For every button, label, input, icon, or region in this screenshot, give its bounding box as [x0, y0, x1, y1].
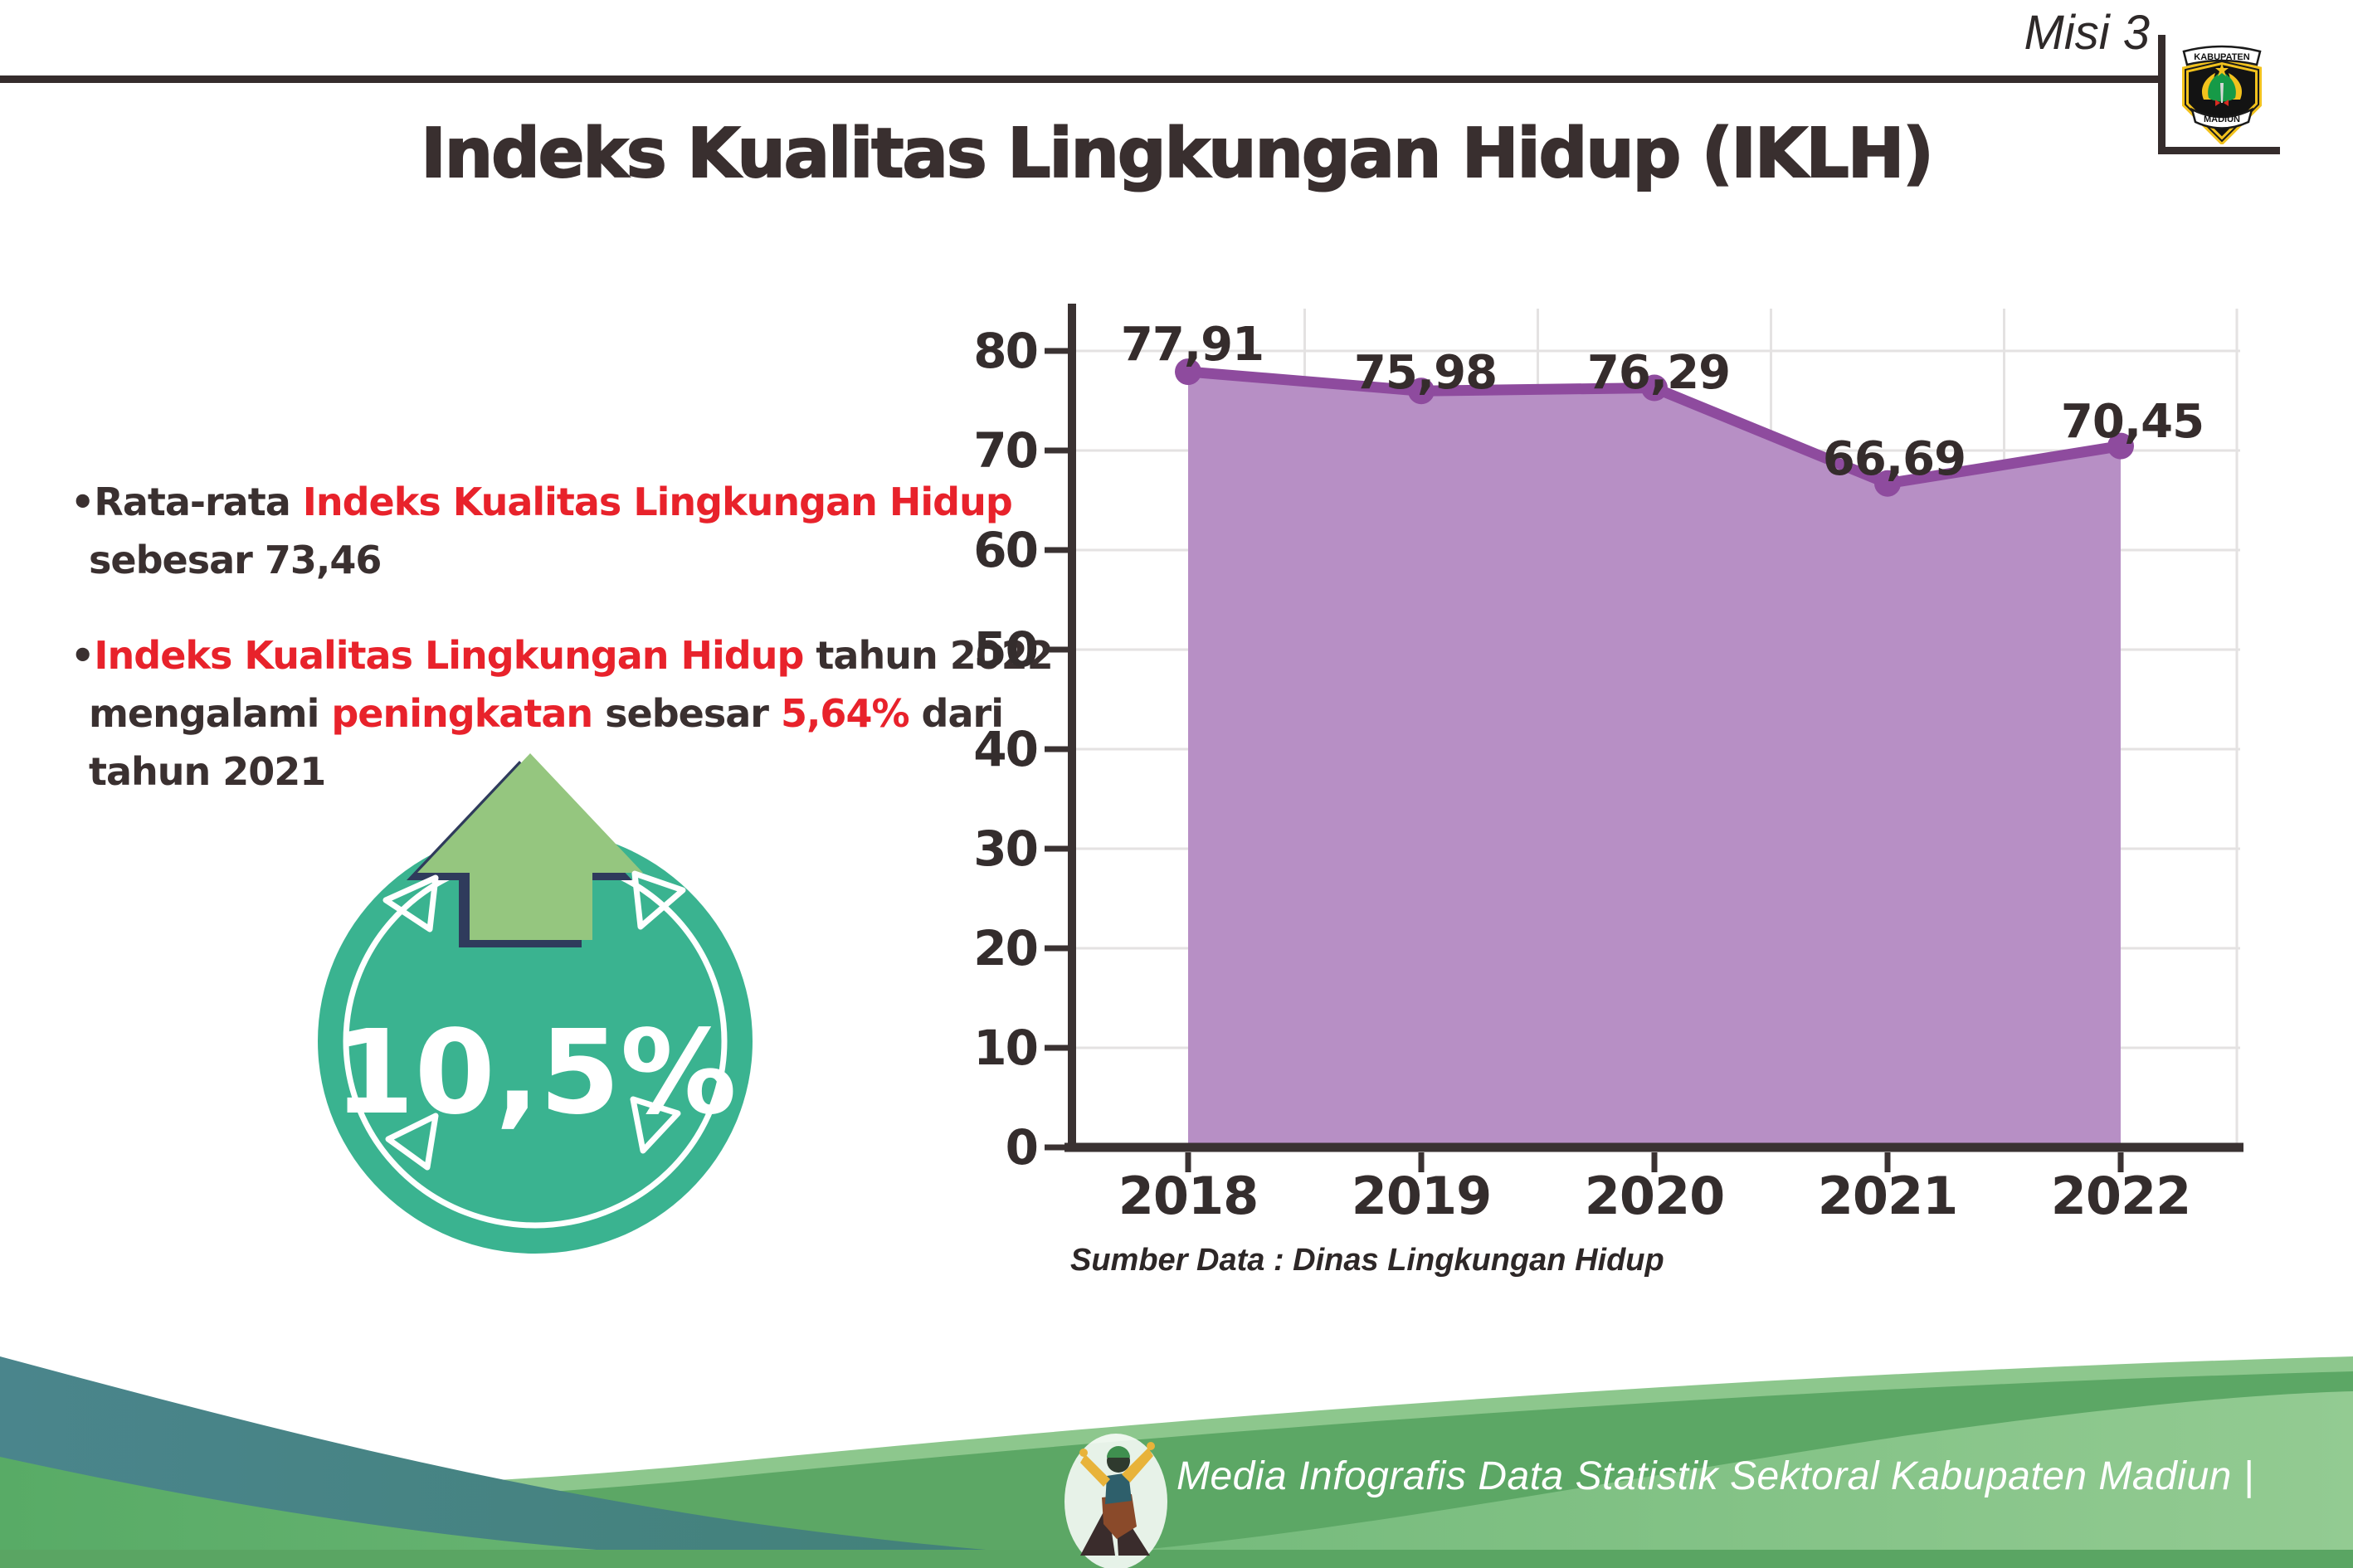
logo-frame-vertical: [2158, 35, 2165, 154]
bullet2-text3: sebesar: [592, 691, 781, 736]
triangle-accent: [382, 874, 439, 933]
footer-bottom-strip: [0, 1550, 2353, 1568]
bullet2-text2: mengalami: [89, 691, 332, 736]
bullet2-highlight1: Indeks Kualitas Lingkungan Hidup: [94, 633, 804, 678]
y-axis-label: 0: [1005, 1119, 1039, 1176]
bullet2-text1: tahun 2022: [803, 633, 1053, 678]
y-axis-label: 60: [973, 522, 1039, 578]
data-label-2019: 75,98: [1353, 346, 1498, 400]
triangle-accent: [631, 870, 686, 930]
bullet-increase-2022: •Indeks Kualitas Lingkungan Hidup tahun …: [71, 626, 1054, 801]
data-label-2022: 70,45: [2060, 395, 2204, 449]
logo-bottom-banner: MADIUN: [2204, 114, 2240, 124]
data-label-2021: 66,69: [1822, 432, 1966, 486]
x-axis-label-2018: 2018: [1118, 1166, 1259, 1226]
bullet-average-iklh: •Rata-rata Indeks Kualitas Lingkungan Hi…: [71, 473, 1013, 589]
bullet2-line1: •Indeks Kualitas Lingkungan Hidup tahun …: [71, 626, 1054, 684]
triangle-accent: [385, 1113, 439, 1171]
star-icon: [2215, 63, 2229, 76]
x-axis-label-2019: 2019: [1351, 1166, 1493, 1226]
mascot-arm-left: [1080, 1454, 1110, 1487]
mascot-arm-right: [1122, 1448, 1153, 1483]
bullet2-line3: tahun 2021: [89, 749, 326, 794]
y-axis-label: 80: [973, 323, 1039, 379]
y-axis-label: 40: [973, 721, 1039, 777]
badge-percentage: 10,5%: [334, 1006, 737, 1141]
data-source-note: Sumber Data : Dinas Lingkungan Hidup: [1070, 1243, 1664, 1278]
bullet2-highlight3: 5,64%: [780, 691, 910, 736]
up-arrow-icon: [417, 753, 643, 940]
x-axis-label-2020: 2020: [1584, 1166, 1726, 1226]
x-axis-label-2021: 2021: [1817, 1166, 1959, 1226]
bullet1-text: Rata-rata: [94, 480, 303, 524]
bullet2-text4: dari: [909, 691, 1004, 736]
kabupaten-madiun-logo: KABUPATEN MADIUN: [2182, 45, 2262, 144]
increase-badge: [318, 753, 753, 1254]
bullet-dot: •: [71, 480, 95, 524]
x-axis-label-2022: 2022: [2050, 1166, 2192, 1226]
y-axis-label: 50: [973, 621, 1039, 678]
logo-top-banner: KABUPATEN: [2194, 52, 2249, 62]
bullet1-highlight: Indeks Kualitas Lingkungan Hidup: [302, 480, 1013, 524]
data-label-2018: 77,91: [1120, 318, 1264, 372]
bullet1-line1: •Rata-rata Indeks Kualitas Lingkungan Hi…: [71, 473, 1013, 531]
bullet2-highlight2: peningkatan: [331, 691, 593, 736]
triangle-accent: [630, 1096, 681, 1154]
footer-teal-swoosh: [0, 1356, 1410, 1568]
page-title: Indeks Kualitas Lingkungan Hidup (IKLH): [420, 114, 1935, 194]
footer-caption: Media Infografis Data Statistik Sektoral…: [1176, 1454, 2254, 1498]
y-axis-label: 20: [973, 920, 1039, 976]
misi-label: Misi 3: [2024, 6, 2150, 60]
y-axis-label: 30: [973, 821, 1039, 877]
footer-green-body: [0, 1391, 2353, 1568]
mascot-figure: [1064, 1434, 1167, 1568]
footer-wave: [0, 1356, 2353, 1568]
y-axis-label: 10: [973, 1020, 1039, 1076]
bullet1-line2: sebesar 73,46: [89, 538, 382, 582]
data-label-2020: 76,29: [1586, 346, 1731, 400]
y-axis-label: 70: [973, 422, 1039, 479]
header-rule: [0, 75, 2161, 83]
bullet-dot: •: [71, 633, 95, 678]
bullet2-line2: mengalami peningkatan sebesar 5,64% dari: [71, 684, 1053, 743]
logo-frame-horizontal: [2158, 147, 2280, 154]
